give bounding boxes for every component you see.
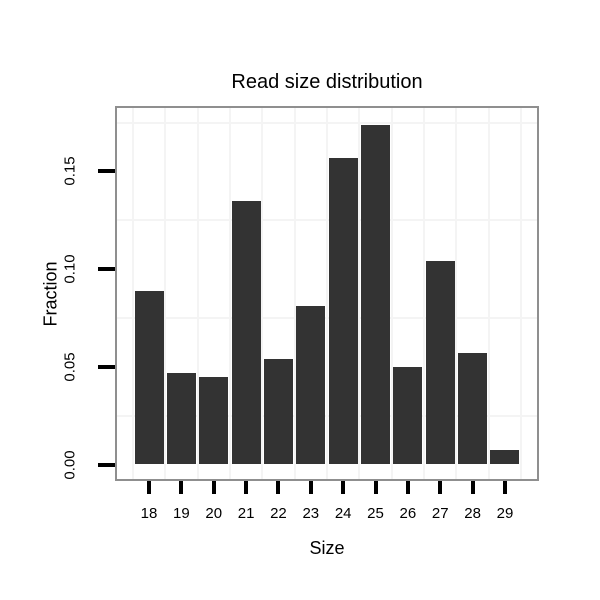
- minor-gridline-vertical: [131, 108, 134, 479]
- chart-title: Read size distribution: [231, 71, 423, 93]
- bar-27: [425, 261, 455, 465]
- minor-gridline-vertical: [261, 108, 264, 479]
- y-axis-title: Fraction: [40, 261, 61, 327]
- x-tick-label-27: 27: [431, 505, 449, 522]
- x-tick-28: [470, 481, 475, 494]
- x-tick-24: [341, 481, 346, 494]
- minor-gridline-vertical: [325, 108, 328, 479]
- minor-gridline-vertical: [164, 108, 167, 479]
- x-tick-label-18: 18: [140, 505, 158, 522]
- x-tick-label-29: 29: [496, 505, 514, 522]
- x-tick-label-24: 24: [334, 505, 352, 522]
- x-axis-title: Size: [309, 538, 345, 558]
- minor-gridline-vertical: [487, 108, 490, 479]
- y-tick-label-0.00: 0.00: [61, 449, 79, 480]
- x-tick-label-26: 26: [399, 505, 417, 522]
- x-tick-23: [308, 481, 313, 494]
- minor-gridline-vertical: [455, 108, 458, 479]
- x-tick-21: [244, 481, 249, 494]
- x-tick-20: [211, 481, 216, 494]
- y-tick-0.15: [98, 169, 115, 174]
- bar-19: [166, 372, 196, 465]
- bar-29: [490, 449, 520, 465]
- x-tick-25: [373, 481, 378, 494]
- minor-gridline-vertical: [196, 108, 199, 479]
- bar-24: [328, 157, 358, 465]
- x-tick-26: [405, 481, 410, 494]
- minor-gridline-vertical: [423, 108, 426, 479]
- y-tick-label-0.10: 0.10: [61, 254, 79, 284]
- x-tick-label-28: 28: [464, 505, 481, 522]
- y-tick-0.10: [98, 267, 115, 272]
- x-tick-label-25: 25: [367, 505, 384, 522]
- bar-18: [134, 290, 164, 465]
- x-tick-label-22: 22: [270, 505, 287, 522]
- minor-gridline-vertical: [520, 108, 523, 479]
- plot-panel: [115, 106, 539, 481]
- minor-gridline-vertical: [358, 108, 361, 479]
- x-tick-18: [147, 481, 151, 494]
- bar-23: [296, 306, 326, 465]
- y-tick-label-0.15: 0.15: [61, 156, 79, 186]
- bar-21: [231, 200, 261, 465]
- bar-20: [199, 376, 229, 465]
- bar-26: [393, 366, 423, 465]
- minor-gridline-vertical: [293, 108, 296, 479]
- minor-gridline-vertical: [390, 108, 393, 479]
- y-tick-0.00: [98, 462, 115, 467]
- x-tick-19: [179, 481, 184, 494]
- x-tick-label-23: 23: [302, 505, 320, 522]
- minor-gridline-vertical: [228, 108, 231, 479]
- y-tick-label-0.05: 0.05: [61, 352, 79, 382]
- x-tick-label-19: 19: [173, 505, 190, 522]
- x-tick-label-21: 21: [237, 505, 255, 522]
- bar-28: [458, 353, 488, 465]
- x-tick-29: [502, 481, 507, 494]
- x-tick-label-20: 20: [205, 505, 223, 522]
- bar-25: [361, 124, 391, 465]
- y-tick-0.05: [98, 364, 115, 369]
- x-tick-27: [438, 481, 443, 494]
- x-tick-22: [276, 481, 281, 494]
- bar-22: [263, 358, 293, 465]
